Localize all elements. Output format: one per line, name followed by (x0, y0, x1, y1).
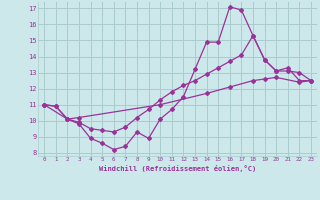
X-axis label: Windchill (Refroidissement éolien,°C): Windchill (Refroidissement éolien,°C) (99, 165, 256, 172)
